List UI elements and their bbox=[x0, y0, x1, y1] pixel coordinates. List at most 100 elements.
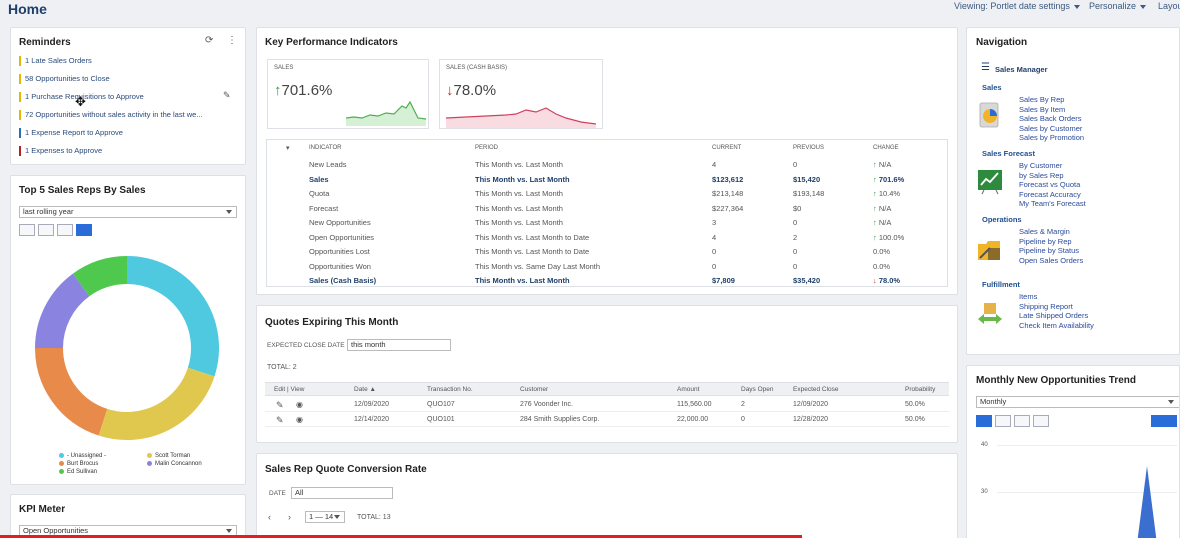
nav-link[interactable]: Sales By Rep bbox=[1019, 95, 1065, 104]
nav-link[interactable]: My Team's Forecast bbox=[1019, 199, 1086, 208]
prev-page-icon[interactable]: ‹ bbox=[268, 512, 271, 522]
quotes-column-header[interactable]: Date ▲ bbox=[354, 386, 376, 393]
reminder-item[interactable]: 1 Purchase Requisitions to Approve bbox=[19, 92, 144, 102]
kpi-cell-indicator: Opportunities Won bbox=[309, 261, 371, 271]
more-options-icon[interactable]: ⋮ bbox=[227, 35, 237, 46]
reminder-item[interactable]: 72 Opportunities without sales activity … bbox=[19, 110, 203, 120]
quotes-column-header[interactable]: Days Open bbox=[741, 386, 774, 393]
nav-link[interactable]: Shipping Report bbox=[1019, 301, 1073, 311]
legend-dot bbox=[147, 453, 152, 458]
nav-link[interactable]: Late Shipped Orders bbox=[1019, 311, 1089, 320]
edit-pencil-icon[interactable]: ✎ bbox=[276, 400, 284, 410]
quotes-table-row[interactable]: ✎ ◉ 12/09/2020 QUO107 276 Voonder Inc. 115,56… bbox=[265, 398, 949, 412]
view-eye-icon[interactable]: ◉ bbox=[296, 400, 303, 409]
kpi-table-row[interactable]: New Opportunities This Month vs. Last Mon… bbox=[267, 216, 947, 230]
kpi-table-row[interactable]: Quota This Month vs. Last Month $213,148 $1… bbox=[267, 187, 947, 201]
donut-slice[interactable] bbox=[35, 347, 108, 436]
donut-slice[interactable] bbox=[98, 367, 215, 440]
kpi-column-header: INDICATOR bbox=[309, 145, 342, 151]
donut-slice[interactable] bbox=[72, 256, 128, 297]
legend-label: - Unassigned - bbox=[67, 453, 107, 460]
kpi-cell-period: This Month vs. Last Month bbox=[475, 160, 563, 169]
nav-link[interactable]: Forecast Accuracy bbox=[1019, 189, 1081, 199]
kpi-cell-change: ↑ N/A bbox=[873, 160, 892, 169]
nav-link[interactable]: Sales Back Orders bbox=[1019, 114, 1082, 123]
reminder-item[interactable]: 58 Opportunities to Close bbox=[19, 74, 110, 84]
nav-link[interactable]: Pipeline by Status bbox=[1019, 246, 1080, 255]
chart-style-toggle[interactable] bbox=[1151, 415, 1177, 427]
bar-horizontal-icon[interactable] bbox=[1014, 415, 1030, 427]
kpi-table-row[interactable]: Sales This Month vs. Last Month $123,612 $1… bbox=[267, 173, 947, 187]
nav-link[interactable]: Sales by Promotion bbox=[1019, 133, 1085, 142]
line-chart-icon[interactable] bbox=[19, 224, 35, 236]
quotes-cell-date: 12/14/2020 bbox=[354, 416, 390, 423]
kpi-cell-indicator: Sales bbox=[309, 174, 329, 184]
video-progress-bar[interactable] bbox=[0, 535, 803, 538]
quotes-column-header[interactable]: Expected Close bbox=[793, 386, 839, 393]
quotes-column-header[interactable]: Customer bbox=[520, 386, 549, 393]
nav-link[interactable]: Sales & Margin bbox=[1019, 227, 1070, 236]
donut-slice[interactable] bbox=[35, 273, 90, 349]
nav-link[interactable]: Sales By Item bbox=[1019, 104, 1066, 114]
date-filter-select[interactable]: All bbox=[291, 487, 393, 499]
expected-close-date-label: EXPECTED CLOSE DATE bbox=[267, 342, 345, 349]
kpi-cell-indicator: Forecast bbox=[309, 203, 339, 213]
collapse-toggle-icon[interactable]: ▾ bbox=[286, 145, 290, 152]
kpi-cell-previous: 0 bbox=[793, 218, 798, 227]
trend-period-select[interactable]: Monthly bbox=[976, 396, 1179, 408]
bar-horizontal-icon[interactable] bbox=[38, 224, 54, 236]
quotes-column-header[interactable]: Transaction No. bbox=[427, 386, 473, 393]
reminder-item[interactable]: 1 Expense Report to Approve bbox=[19, 128, 123, 138]
pie-chart-icon[interactable] bbox=[76, 224, 92, 236]
quotes-column-header[interactable]: Probability bbox=[905, 386, 936, 393]
nav-link[interactable]: Check Item Availability bbox=[1019, 320, 1094, 330]
refresh-icon[interactable]: ⟳ bbox=[205, 35, 214, 46]
trend-area-chart bbox=[1137, 466, 1157, 538]
nav-link[interactable]: Sales by Customer bbox=[1019, 123, 1083, 133]
viewing-date-settings-menu[interactable]: Viewing: Portlet date settings bbox=[954, 1, 1080, 11]
kpi-cell-period: This Month vs. Last Month bbox=[475, 203, 563, 213]
nav-section-heading: Fulfillment bbox=[982, 280, 1020, 289]
kpi-card-sales-cash[interactable]: SALES (CASH BASIS) ↓78.0% bbox=[439, 59, 603, 129]
quotes-table-row[interactable]: ✎ ◉ 12/14/2020 QUO101 284 Smith Supplies Cor… bbox=[265, 413, 949, 427]
kpi-table-row[interactable]: Opportunities Won This Month vs. Same Day… bbox=[267, 260, 947, 274]
quotes-column-header[interactable]: Edit | View bbox=[274, 386, 305, 393]
nav-link[interactable]: Forecast vs Quota bbox=[1019, 180, 1081, 189]
page-range-select[interactable]: 1 — 14 bbox=[305, 511, 345, 523]
nav-link[interactable]: By Customer bbox=[1019, 161, 1063, 170]
reminder-item[interactable]: 1 Expenses to Approve bbox=[19, 146, 102, 156]
quotes-column-header[interactable]: Amount bbox=[677, 386, 700, 393]
nav-link[interactable]: Items bbox=[1019, 292, 1038, 301]
view-eye-icon[interactable]: ◉ bbox=[296, 415, 303, 424]
quotes-cell-amount: 22,000.00 bbox=[677, 416, 709, 423]
expected-close-date-select[interactable]: this month bbox=[347, 339, 451, 351]
kpi-table-row[interactable]: New Leads This Month vs. Last Month 4 0 ↑ N/… bbox=[267, 158, 947, 172]
legend-item: Scott Torman bbox=[147, 453, 190, 459]
kpi-table-row[interactable]: Forecast This Month vs. Last Month $227,36… bbox=[267, 202, 947, 216]
kpi-table-row[interactable]: Opportunities Lost This Month vs. Last Mo… bbox=[267, 245, 947, 259]
edit-pencil-icon[interactable]: ✎ bbox=[223, 90, 231, 100]
kpi-cell-change: 0.0% bbox=[873, 261, 891, 271]
navigation-panel: Navigation ☰ Sales Manager Sales Sales By… bbox=[966, 27, 1180, 355]
nav-link[interactable]: Pipeline by Rep bbox=[1019, 236, 1072, 246]
nav-link[interactable]: by Sales Rep bbox=[1019, 170, 1064, 180]
kpi-table-row[interactable]: Sales (Cash Basis) This Month vs. Last Mo… bbox=[267, 274, 947, 288]
area-chart-icon[interactable] bbox=[976, 415, 992, 427]
period-select[interactable]: last rolling year bbox=[19, 206, 237, 218]
reminder-item[interactable]: 1 Late Sales Orders bbox=[19, 56, 92, 66]
layout-menu[interactable]: Layou bbox=[1158, 1, 1180, 11]
hamburger-menu-icon[interactable]: ☰ bbox=[981, 62, 990, 73]
line-chart-icon[interactable] bbox=[995, 415, 1011, 427]
donut-slice[interactable] bbox=[126, 256, 219, 377]
kpi-table-row[interactable]: Open Opportunities This Month vs. Last Mo… bbox=[267, 231, 947, 245]
date-filter-label: DATE bbox=[269, 490, 286, 497]
personalize-menu[interactable]: Personalize bbox=[1089, 1, 1147, 11]
edit-pencil-icon[interactable]: ✎ bbox=[276, 415, 284, 425]
kpi-card-sales[interactable]: SALES ↑701.6% bbox=[267, 59, 429, 129]
nav-link[interactable]: Open Sales Orders bbox=[1019, 255, 1084, 265]
bar-vertical-icon[interactable] bbox=[57, 224, 73, 236]
sales-cash-sparkline bbox=[446, 107, 596, 128]
bar-vertical-icon[interactable] bbox=[1033, 415, 1049, 427]
kpi-cell-period: This Month vs. Last Month bbox=[475, 218, 563, 227]
next-page-icon[interactable]: › bbox=[288, 512, 291, 522]
